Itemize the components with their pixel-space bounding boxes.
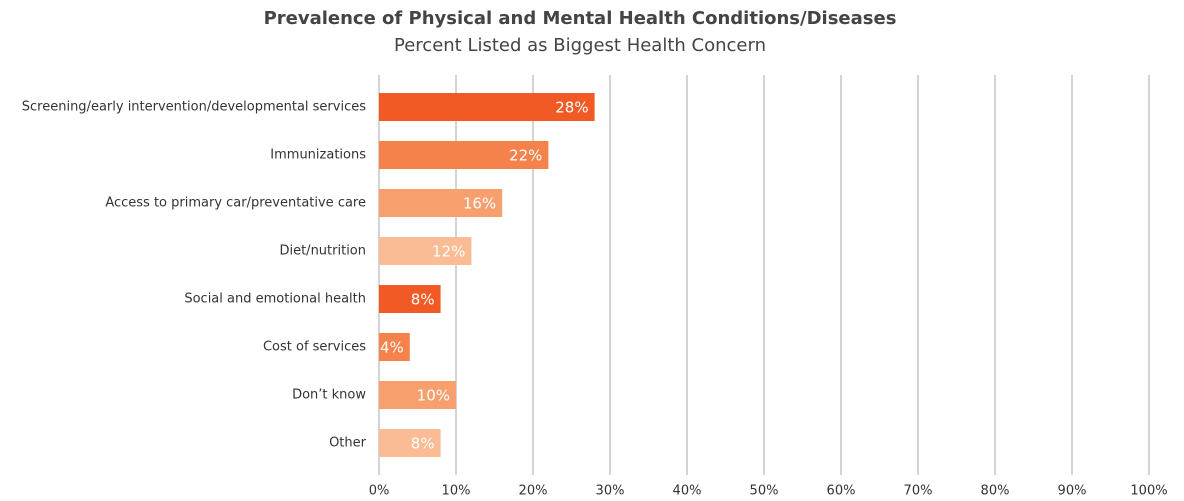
category-label: Immunizations [270,148,366,163]
category-label: Other [329,436,367,451]
bar [379,429,441,457]
value-label: 12% [432,243,465,261]
category-label: Diet/nutrition [279,244,366,259]
category-label: Access to primary car/preventative care [105,196,366,211]
x-tick-label: 30% [596,484,625,499]
chart-title: Prevalence of Physical and Mental Health… [264,8,897,29]
bar [379,237,472,265]
x-tick-label: 100% [1130,484,1167,499]
bar [379,93,595,121]
bar [379,333,410,361]
bar [379,285,441,313]
value-label: 8% [411,435,435,453]
value-label: 10% [417,387,450,405]
value-label: 4% [380,339,404,357]
x-tick-label: 90% [1058,484,1087,499]
value-label: 28% [555,99,588,117]
category-label: Social and emotional health [184,292,366,307]
value-label: 8% [411,291,435,309]
x-tick-label: 80% [981,484,1010,499]
value-label: 22% [509,147,542,165]
bar [379,381,456,409]
x-tick-label: 10% [442,484,471,499]
x-tick-label: 40% [673,484,702,499]
bar [379,141,549,169]
category-label: Don’t know [292,388,366,403]
x-tick-label: 50% [750,484,779,499]
category-label: Cost of services [263,340,366,355]
x-tick-label: 70% [904,484,933,499]
chart-subtitle: Percent Listed as Biggest Health Concern [394,35,766,56]
x-tick-label: 0% [369,484,390,499]
value-label: 16% [463,195,496,213]
category-label: Screening/early intervention/development… [22,100,366,115]
x-tick-label: 60% [827,484,856,499]
x-tick-label: 20% [519,484,548,499]
bar [379,189,503,217]
